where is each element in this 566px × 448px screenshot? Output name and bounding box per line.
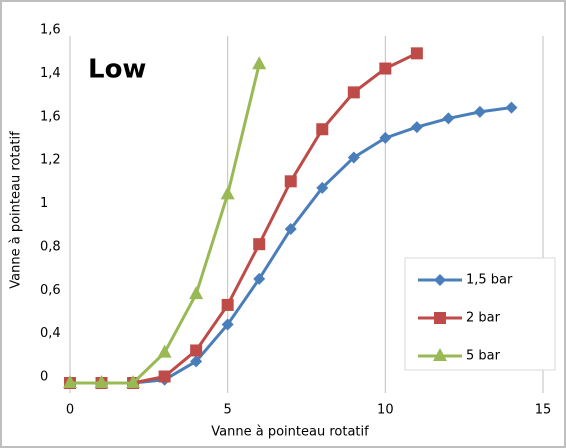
x-tick-label: 10: [377, 403, 394, 418]
x-tick-label: 15: [535, 403, 552, 418]
legend-marker: [434, 274, 446, 286]
legend-label: 1,5 bar: [466, 273, 513, 288]
x-axis-label: Vanne à pointeau rotatif: [211, 425, 369, 440]
y-tick-label: 0,8: [40, 239, 61, 254]
marker: [473, 105, 486, 118]
marker: [347, 151, 360, 164]
legend-box: [404, 257, 556, 371]
marker: [252, 56, 267, 70]
y-tick-label: 1,2: [40, 153, 61, 168]
marker: [94, 375, 109, 388]
marker: [347, 86, 360, 99]
marker: [316, 181, 329, 194]
marker: [190, 344, 203, 357]
legend-marker: [433, 348, 447, 361]
legend-marker: [434, 312, 446, 324]
y-tick-label: 1: [40, 196, 48, 211]
marker: [284, 175, 297, 188]
y-tick-label: 0,4: [40, 326, 61, 341]
y-axis-label: Vanne à pointeau rotatif: [9, 131, 24, 289]
marker: [189, 286, 204, 300]
marker: [316, 123, 329, 136]
y-tick-label: 1,4: [40, 66, 61, 81]
marker: [442, 112, 455, 125]
marker: [221, 318, 234, 331]
marker: [63, 375, 77, 388]
legend-label: 5 bar: [466, 349, 501, 364]
marker: [379, 62, 392, 75]
marker: [410, 121, 423, 134]
marker: [126, 375, 141, 388]
annotation: Low: [88, 55, 146, 85]
marker: [221, 298, 234, 311]
marker: [505, 101, 518, 114]
y-tick-label: 1,6: [40, 23, 61, 38]
marker: [190, 355, 203, 368]
x-tick-label: 5: [224, 403, 232, 418]
marker: [379, 131, 392, 144]
marker: [284, 223, 297, 236]
marker: [220, 186, 235, 200]
marker: [253, 238, 266, 251]
marker: [158, 370, 171, 383]
y-tick-label: 1,6: [40, 109, 61, 124]
x-tick-label: 0: [66, 403, 74, 418]
marker: [410, 47, 423, 60]
marker: [253, 272, 266, 285]
legend-label: 2 bar: [466, 311, 501, 326]
y-tick-label: 0,6: [40, 283, 61, 298]
marker: [157, 344, 172, 358]
y-tick-label: 0: [40, 370, 48, 385]
